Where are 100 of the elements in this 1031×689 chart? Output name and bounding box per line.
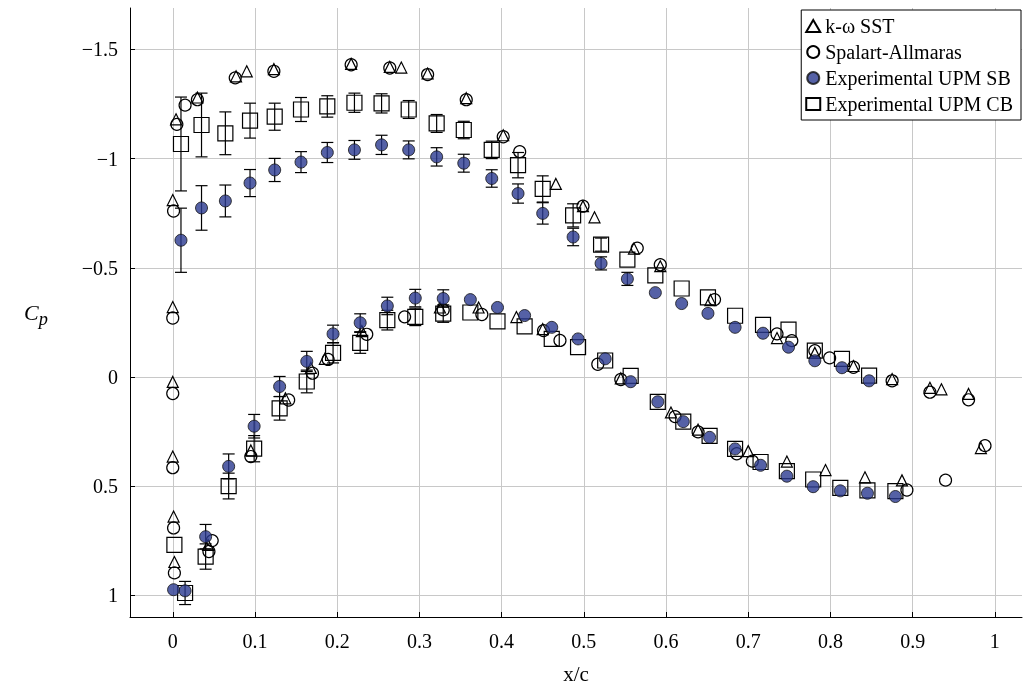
point xyxy=(569,339,587,356)
point xyxy=(647,267,664,284)
point xyxy=(833,350,851,367)
point xyxy=(962,387,975,401)
x-tick-label: 1 xyxy=(989,630,1000,652)
point xyxy=(978,439,992,453)
point xyxy=(664,406,678,419)
point xyxy=(491,300,504,314)
legend-label: Experimental UPM CB xyxy=(825,93,1013,116)
y-axis-title: C$_{p}$ xyxy=(24,300,48,332)
point xyxy=(622,367,639,384)
point xyxy=(294,155,308,169)
point xyxy=(923,385,937,399)
point xyxy=(199,530,213,544)
point xyxy=(174,233,188,247)
point xyxy=(675,297,689,311)
point xyxy=(195,201,209,215)
point xyxy=(197,548,214,565)
point xyxy=(292,101,310,118)
point xyxy=(305,366,320,380)
point xyxy=(823,351,837,365)
point xyxy=(895,474,909,487)
point xyxy=(778,463,795,480)
point xyxy=(701,306,715,320)
point xyxy=(887,482,904,500)
point xyxy=(217,125,234,142)
point xyxy=(511,187,525,201)
point xyxy=(808,354,822,368)
point xyxy=(754,316,772,334)
point xyxy=(938,473,953,487)
point xyxy=(244,449,258,464)
point xyxy=(900,483,914,497)
point xyxy=(516,318,533,335)
point xyxy=(862,374,876,388)
point xyxy=(472,301,485,314)
x-tick-label: 0.1 xyxy=(242,630,268,652)
y-tick-label: −1 xyxy=(96,147,118,170)
point xyxy=(509,157,527,174)
point xyxy=(268,163,282,177)
point xyxy=(360,327,374,341)
y-tick-label: −0.5 xyxy=(81,256,118,279)
point xyxy=(243,176,257,190)
point xyxy=(935,383,948,396)
legend-label: Spalart-Allmaras xyxy=(825,41,963,64)
point xyxy=(167,566,181,580)
point xyxy=(218,194,232,208)
point xyxy=(166,375,179,389)
point xyxy=(806,480,820,494)
point xyxy=(543,330,560,348)
point xyxy=(166,536,183,554)
point xyxy=(549,177,562,191)
point xyxy=(166,521,181,535)
point xyxy=(728,320,742,334)
point xyxy=(819,464,832,477)
point xyxy=(172,135,190,153)
point xyxy=(858,471,872,484)
point xyxy=(462,304,479,321)
point xyxy=(298,373,315,390)
x-tick-label: 0 xyxy=(167,630,178,652)
point xyxy=(565,207,582,224)
point xyxy=(321,352,335,367)
point xyxy=(193,116,210,134)
legend-label: k-ω SST xyxy=(825,15,895,37)
point xyxy=(222,459,236,473)
point xyxy=(247,419,261,433)
point xyxy=(832,479,849,496)
point xyxy=(178,584,192,598)
point xyxy=(273,380,287,393)
point xyxy=(699,289,717,306)
point xyxy=(534,180,551,198)
point xyxy=(780,469,794,483)
x-tick-label: 0.4 xyxy=(489,630,515,652)
point xyxy=(860,486,874,500)
point xyxy=(170,117,184,131)
y-tick-label: 1 xyxy=(108,584,118,607)
point xyxy=(395,61,408,74)
x-tick-label: 0.3 xyxy=(406,630,432,652)
point xyxy=(168,555,181,569)
point xyxy=(668,410,682,424)
point xyxy=(513,145,527,159)
point xyxy=(271,400,288,417)
legend-label: Experimental UPM SB xyxy=(825,67,1011,90)
x-tick-label: 0.2 xyxy=(324,630,350,652)
point xyxy=(166,300,179,314)
point xyxy=(961,393,976,407)
point xyxy=(518,309,532,323)
point xyxy=(320,146,334,159)
x-tick-label: 0.7 xyxy=(735,630,761,652)
point xyxy=(780,321,797,338)
point xyxy=(282,393,296,407)
point xyxy=(166,193,179,207)
point xyxy=(745,454,759,468)
point xyxy=(974,441,987,455)
point xyxy=(673,280,690,297)
point xyxy=(241,112,259,129)
point xyxy=(178,98,192,112)
point xyxy=(244,444,257,457)
point xyxy=(752,453,769,471)
point xyxy=(780,455,793,468)
point xyxy=(888,490,902,504)
